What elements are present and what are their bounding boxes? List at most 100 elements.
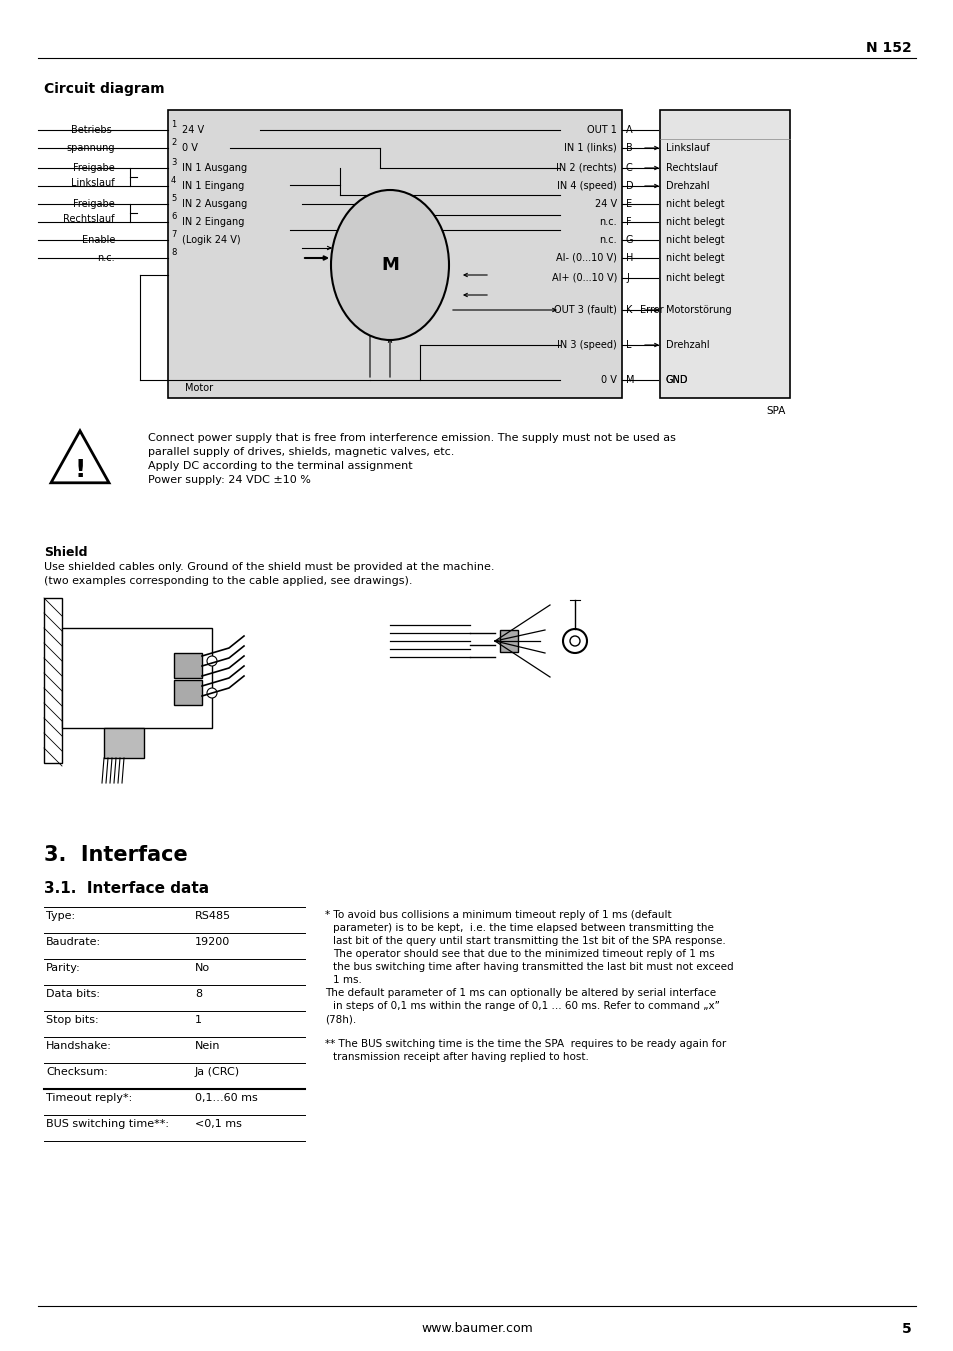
Text: n.c.: n.c. (598, 218, 617, 227)
Text: 3.  Interface: 3. Interface (44, 844, 188, 865)
Text: IN 1 Eingang: IN 1 Eingang (182, 181, 244, 190)
Bar (173, 653, 202, 678)
Text: n.c.: n.c. (598, 235, 617, 245)
Text: 8: 8 (171, 249, 176, 257)
Text: Error: Error (639, 305, 663, 315)
Text: Connect power supply that is free from interference emission. The supply must no: Connect power supply that is free from i… (148, 434, 675, 443)
Text: Stop bits:: Stop bits: (46, 1015, 98, 1025)
Text: 1 ms.: 1 ms. (333, 975, 361, 985)
Text: RS485: RS485 (194, 911, 231, 921)
Text: (two examples corresponding to the cable applied, see drawings).: (two examples corresponding to the cable… (44, 576, 412, 586)
Text: AI+ (0...10 V): AI+ (0...10 V) (551, 273, 617, 282)
Text: N 152: N 152 (865, 41, 911, 55)
Text: Motorstörung: Motorstörung (665, 305, 731, 315)
Text: C: C (625, 163, 632, 173)
Text: OUT 1: OUT 1 (586, 126, 617, 135)
Text: Enable: Enable (82, 235, 115, 245)
Text: Freigabe: Freigabe (73, 199, 115, 209)
Text: 0,1…60 ms: 0,1…60 ms (194, 1093, 257, 1102)
Text: Parity:: Parity: (46, 963, 81, 973)
Text: Handshake:: Handshake: (46, 1042, 112, 1051)
Text: 5: 5 (171, 195, 176, 203)
Text: OUT 3 (fault): OUT 3 (fault) (554, 305, 617, 315)
Text: F: F (625, 218, 631, 227)
Text: D: D (625, 181, 633, 190)
Bar (499, 630, 517, 653)
Text: BUS switching time**:: BUS switching time**: (46, 1119, 169, 1129)
Text: 1: 1 (171, 120, 176, 128)
Text: spannung: spannung (67, 143, 115, 153)
Text: Nein: Nein (194, 1042, 220, 1051)
Text: (Logik 24 V): (Logik 24 V) (182, 235, 240, 245)
Text: Shield: Shield (44, 546, 88, 559)
Text: Circuit diagram: Circuit diagram (44, 82, 165, 96)
Text: AI- (0...10 V): AI- (0...10 V) (556, 253, 617, 263)
Text: Apply DC according to the terminal assignment: Apply DC according to the terminal assig… (148, 461, 413, 471)
Text: E: E (625, 199, 632, 209)
Circle shape (207, 657, 216, 666)
Text: 8: 8 (194, 989, 202, 998)
Polygon shape (51, 431, 109, 482)
Text: nicht belegt: nicht belegt (665, 199, 724, 209)
Text: www.baumer.com: www.baumer.com (420, 1323, 533, 1335)
Text: The default parameter of 1 ms can optionally be altered by serial interface: The default parameter of 1 ms can option… (325, 988, 716, 998)
Text: in steps of 0,1 ms within the range of 0,1 ... 60 ms. Refer to command „x”: in steps of 0,1 ms within the range of 0… (333, 1001, 720, 1011)
Text: 3: 3 (171, 158, 176, 168)
Text: 6: 6 (171, 212, 176, 222)
Text: the bus switching time after having transmitted the last bit must not exceed: the bus switching time after having tran… (333, 962, 733, 971)
Ellipse shape (331, 190, 449, 340)
Text: parallel supply of drives, shields, magnetic valves, etc.: parallel supply of drives, shields, magn… (148, 447, 454, 457)
Bar (659, 109, 789, 399)
Text: No: No (194, 963, 210, 973)
Text: Baudrate:: Baudrate: (46, 938, 101, 947)
Bar (173, 680, 202, 705)
Text: nicht belegt: nicht belegt (665, 218, 724, 227)
Text: B: B (625, 143, 632, 153)
Text: Rechtslauf: Rechtslauf (64, 213, 115, 224)
Text: 7: 7 (171, 230, 176, 239)
Text: Drehzahl: Drehzahl (665, 181, 709, 190)
Text: Ja (CRC): Ja (CRC) (194, 1067, 240, 1077)
Text: SPA: SPA (766, 407, 785, 416)
Text: 3.1.  Interface data: 3.1. Interface data (44, 881, 209, 896)
Text: Timeout reply*:: Timeout reply*: (46, 1093, 132, 1102)
Text: (78h).: (78h). (325, 1015, 355, 1024)
Text: Linkslauf: Linkslauf (665, 143, 709, 153)
Text: 2: 2 (171, 138, 176, 147)
Circle shape (562, 630, 586, 653)
Text: * To avoid bus collisions a minimum timeout reply of 1 ms (default: * To avoid bus collisions a minimum time… (325, 911, 671, 920)
Circle shape (569, 636, 579, 646)
Text: IN 3 (speed): IN 3 (speed) (557, 340, 617, 350)
Text: !: ! (74, 458, 86, 482)
Text: Freigabe: Freigabe (73, 163, 115, 173)
Text: Rechtslauf: Rechtslauf (665, 163, 717, 173)
Text: Data bits:: Data bits: (46, 989, 100, 998)
Bar (168, 109, 621, 399)
Text: G: G (625, 235, 633, 245)
Text: n.c.: n.c. (97, 253, 115, 263)
Text: nicht belegt: nicht belegt (665, 253, 724, 263)
Text: H: H (625, 253, 633, 263)
Text: IN 1 Ausgang: IN 1 Ausgang (182, 163, 247, 173)
Text: 1: 1 (194, 1015, 202, 1025)
Text: IN 2 Eingang: IN 2 Eingang (182, 218, 244, 227)
Text: 24 V: 24 V (595, 199, 617, 209)
Text: nicht belegt: nicht belegt (665, 235, 724, 245)
Text: 24 V: 24 V (182, 126, 204, 135)
Text: IN 4 (speed): IN 4 (speed) (557, 181, 617, 190)
Text: Type:: Type: (46, 911, 75, 921)
Text: Checksum:: Checksum: (46, 1067, 108, 1077)
Text: ** The BUS switching time is the time the SPA  requires to be ready again for: ** The BUS switching time is the time th… (325, 1039, 725, 1048)
Text: IN 2 Ausgang: IN 2 Ausgang (182, 199, 247, 209)
Text: J: J (625, 273, 628, 282)
Bar (44, 598, 62, 763)
Text: L: L (625, 340, 631, 350)
Text: K: K (625, 305, 632, 315)
Text: Power supply: 24 VDC ±10 %: Power supply: 24 VDC ±10 % (148, 476, 311, 485)
Bar (104, 728, 144, 758)
Text: Drehzahl: Drehzahl (665, 340, 709, 350)
Text: last bit of the query until start transmitting the 1st bit of the SPA response.: last bit of the query until start transm… (333, 936, 725, 946)
Text: 4: 4 (171, 176, 176, 185)
Text: The operator should see that due to the minimized timeout reply of 1 ms: The operator should see that due to the … (333, 948, 714, 959)
Text: Motor: Motor (185, 382, 213, 393)
